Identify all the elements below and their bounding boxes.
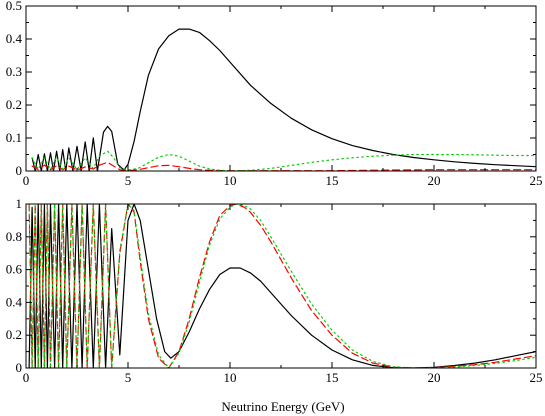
plot-frame bbox=[25, 5, 537, 172]
y-tick-label: 0 bbox=[16, 163, 23, 178]
x-tick-label: 15 bbox=[326, 173, 339, 188]
y-tick-label: 0.8 bbox=[6, 229, 22, 244]
y-tick-label: 0.1 bbox=[6, 130, 22, 145]
y-tick-label: 0.4 bbox=[6, 294, 23, 309]
y-tick-label: 0.5 bbox=[6, 0, 22, 13]
x-tick-label: 25 bbox=[530, 370, 543, 385]
x-tick-label: 25 bbox=[530, 173, 543, 188]
y-tick-label: 0.2 bbox=[6, 97, 22, 112]
series-line-1-dashed bbox=[31, 161, 536, 171]
y-tick-label: 1 bbox=[16, 196, 23, 211]
y-tick-label: 0 bbox=[16, 360, 23, 375]
series-line-0-solid bbox=[28, 204, 536, 368]
x-tick-label: 15 bbox=[326, 370, 339, 385]
series-line-0-solid bbox=[31, 28, 536, 171]
x-axis-title: Neutrino Energy (GeV) bbox=[221, 399, 344, 414]
x-tick-label: 0 bbox=[23, 173, 30, 188]
series-line-2-dotted bbox=[31, 150, 536, 171]
series-group bbox=[31, 28, 536, 171]
series-group bbox=[28, 204, 536, 368]
x-tick-label: 20 bbox=[428, 370, 441, 385]
x-tick-label: 20 bbox=[428, 173, 441, 188]
series-line-2-dotted bbox=[28, 204, 536, 368]
y-tick-label: 0.4 bbox=[6, 31, 23, 46]
y-tick-label: 0.2 bbox=[6, 327, 22, 342]
x-tick-label: 10 bbox=[224, 173, 237, 188]
y-tick-label: 0.3 bbox=[6, 64, 22, 79]
x-tick-label: 0 bbox=[23, 370, 30, 385]
top-panel: 0 5 10 15 20 25 0 0.1 0.2 0.3 0.4 0.5 bbox=[6, 0, 543, 188]
y-tick-label: 0.6 bbox=[6, 262, 23, 277]
x-tick-label: 5 bbox=[125, 173, 132, 188]
bottom-panel: 0 5 10 15 20 25 0 0.2 0.4 0.6 0.8 1 bbox=[6, 196, 543, 385]
x-tick-label: 5 bbox=[125, 370, 132, 385]
x-tick-label: 10 bbox=[224, 370, 237, 385]
